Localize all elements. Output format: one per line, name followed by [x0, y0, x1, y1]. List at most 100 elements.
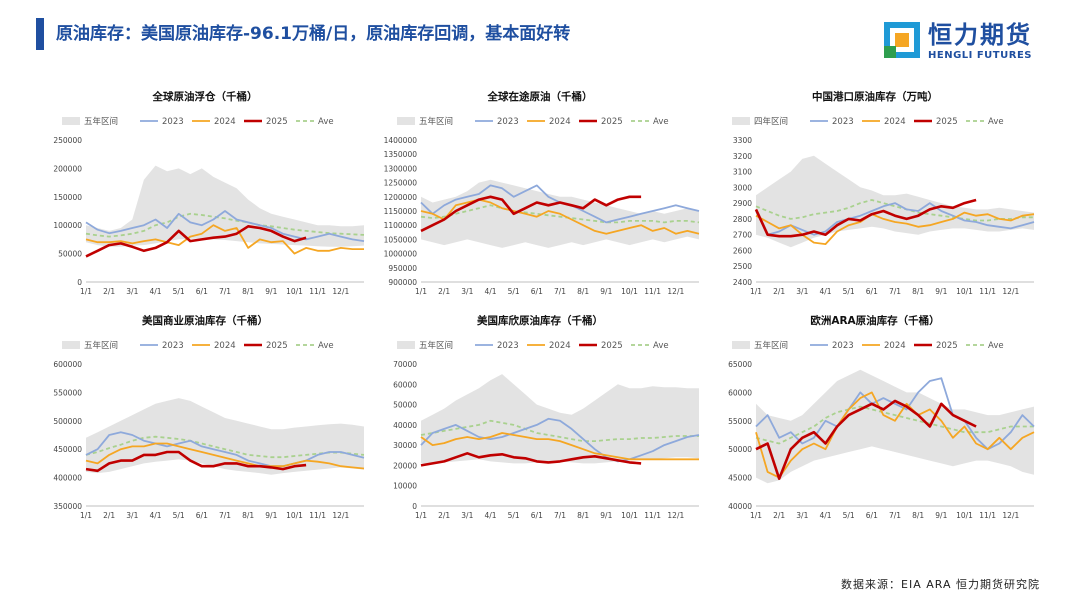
y-tick-label: 150000 — [53, 193, 82, 202]
x-tick-label: 6/1 — [866, 287, 878, 296]
y-tick-label: 2400 — [733, 278, 752, 287]
x-tick-label: 7/1 — [219, 511, 231, 520]
chart-canvas: 中国港口原油库存（万吨） 四年区间 2023 2024 2025 Ave 2400 2500 2… — [732, 90, 1035, 296]
y-tick-label: 450000 — [53, 445, 82, 454]
x-tick-label: 4/1 — [484, 287, 496, 296]
legend-swatch — [732, 341, 750, 349]
y-tick-label: 60000 — [393, 380, 417, 389]
x-tick-label: 12/1 — [667, 511, 684, 520]
data-source-note: 数据来源：EIA ARA 恒力期货研究院 — [841, 578, 1040, 591]
chart-title: 欧洲ARA原油库存（千桶） — [810, 314, 939, 327]
legend-item: Ave — [296, 341, 334, 351]
y-tick-label: 200000 — [53, 164, 82, 173]
x-tick-label: 6/1 — [866, 511, 878, 520]
y-tick-label: 3200 — [733, 152, 752, 161]
x-tick-label: 12/1 — [1002, 511, 1019, 520]
chart-legend: 五年区间 2023 2024 2025 Ave — [397, 340, 669, 351]
legend-item: 2023 — [140, 341, 184, 351]
legend-label: 2023 — [497, 341, 519, 351]
legend-swatch — [62, 341, 80, 349]
x-tick-label: 11/1 — [979, 287, 996, 296]
legend-item: 2024 — [862, 341, 906, 351]
chart-us-cushing-crude-stocks: 美国库欣原油库存（千桶） 五年区间 2023 2024 2025 Ave 0 10000 200… — [375, 308, 705, 528]
y-tick-label: 55000 — [728, 417, 752, 426]
legend-item: 2025 — [914, 341, 958, 351]
legend-label: 2023 — [162, 341, 184, 351]
y-tick-label: 900000 — [388, 278, 417, 287]
x-tick-label: 10/1 — [621, 511, 638, 520]
x-tick-label: 4/1 — [819, 511, 831, 520]
x-tick-label: 2/1 — [773, 287, 785, 296]
x-tick-label: 11/1 — [644, 287, 661, 296]
x-tick-label: 11/1 — [309, 511, 326, 520]
series-line-2025 — [754, 198, 977, 238]
logo-mark-icon — [884, 22, 920, 58]
y-tick-label: 65000 — [728, 360, 752, 369]
series-line-2023 — [85, 431, 365, 468]
x-tick-label: 9/1 — [265, 287, 277, 296]
legend-label: 2025 — [266, 341, 288, 351]
legend-label: Ave — [318, 341, 334, 351]
chart-legend: 四年区间 2023 2024 2025 Ave — [732, 116, 1004, 127]
y-tick-label: 40000 — [393, 421, 417, 430]
chart-legend: 五年区间 2023 2024 2025 Ave — [397, 116, 669, 127]
y-tick-label: 1150000 — [384, 207, 418, 216]
legend-item: 2023 — [140, 117, 184, 127]
legend-item: 2023 — [810, 341, 854, 351]
range-band — [756, 369, 1034, 484]
legend-label: Ave — [988, 341, 1004, 351]
legend-item: 四年区间 — [732, 116, 788, 127]
legend-item: 2024 — [862, 117, 906, 127]
x-tick-label: 10/1 — [286, 511, 303, 520]
chart-canvas: 全球在途原油（千桶） 五年区间 2023 2024 2025 Ave 900000 95000… — [384, 90, 700, 296]
series-line-ave — [85, 435, 365, 459]
y-tick-label: 60000 — [728, 388, 752, 397]
series-line-ave — [420, 204, 700, 224]
logo-text-en: HENGLI FUTURES — [928, 50, 1032, 61]
x-tick-label: 10/1 — [286, 287, 303, 296]
legend-item: 2024 — [192, 117, 236, 127]
chart-china-port-crude-stocks: 中国港口原油库存（万吨） 四年区间 2023 2024 2025 Ave 2400 2500 2… — [710, 84, 1040, 304]
x-tick-label: 5/1 — [843, 511, 855, 520]
x-tick-label: 4/1 — [149, 511, 161, 520]
y-tick-label: 1200000 — [384, 193, 418, 202]
y-tick-label: 70000 — [393, 360, 417, 369]
series-line-2023 — [85, 210, 365, 242]
legend-item: Ave — [966, 341, 1004, 351]
x-tick-label: 2/1 — [103, 287, 115, 296]
legend-label: 五年区间 — [419, 116, 453, 127]
y-tick-label: 2800 — [733, 215, 752, 224]
legend-label: Ave — [653, 117, 669, 127]
series-line-2024 — [420, 432, 699, 461]
legend-swatch — [62, 117, 80, 125]
legend-item: 2025 — [579, 117, 623, 127]
y-tick-label: 45000 — [728, 474, 752, 483]
x-tick-label: 11/1 — [979, 511, 996, 520]
series-line-2023 — [420, 417, 700, 463]
x-tick-label: 12/1 — [332, 287, 349, 296]
x-tick-label: 6/1 — [531, 287, 543, 296]
x-tick-label: 7/1 — [554, 511, 566, 520]
x-tick-label: 5/1 — [843, 287, 855, 296]
series-line-ave — [755, 199, 1034, 222]
legend-item: 五年区间 — [397, 116, 453, 127]
y-tick-label: 1250000 — [384, 179, 418, 188]
chart-us-commercial-crude-stocks: 美国商业原油库存（千桶） 五年区间 2023 2024 2025 Ave 350000 400… — [40, 308, 370, 528]
x-tick-label: 7/1 — [889, 511, 901, 520]
chart-global-floating-storage: 全球原油浮仓（千桶） 五年区间 2023 2024 2025 Ave 0 50000 10000… — [40, 84, 370, 304]
y-tick-label: 1050000 — [384, 235, 418, 244]
legend-label: 2024 — [549, 117, 571, 127]
y-tick-label: 250000 — [53, 136, 82, 145]
y-tick-label: 1000000 — [384, 250, 418, 259]
chart-canvas: 美国库欣原油库存（千桶） 五年区间 2023 2024 2025 Ave 0 10000 200… — [393, 314, 700, 520]
series-line-2024 — [755, 391, 1035, 479]
legend-label: 2024 — [214, 341, 236, 351]
legend-label: 五年区间 — [84, 340, 118, 351]
x-tick-label: 1/1 — [415, 287, 427, 296]
y-tick-label: 50000 — [728, 445, 752, 454]
series-line-ave — [420, 419, 699, 443]
x-tick-label: 3/1 — [461, 287, 473, 296]
chart-global-crude-in-transit: 全球在途原油（千桶） 五年区间 2023 2024 2025 Ave 900000 95000… — [375, 84, 705, 304]
series-line-2025 — [420, 195, 642, 233]
x-tick-label: 10/1 — [956, 287, 973, 296]
